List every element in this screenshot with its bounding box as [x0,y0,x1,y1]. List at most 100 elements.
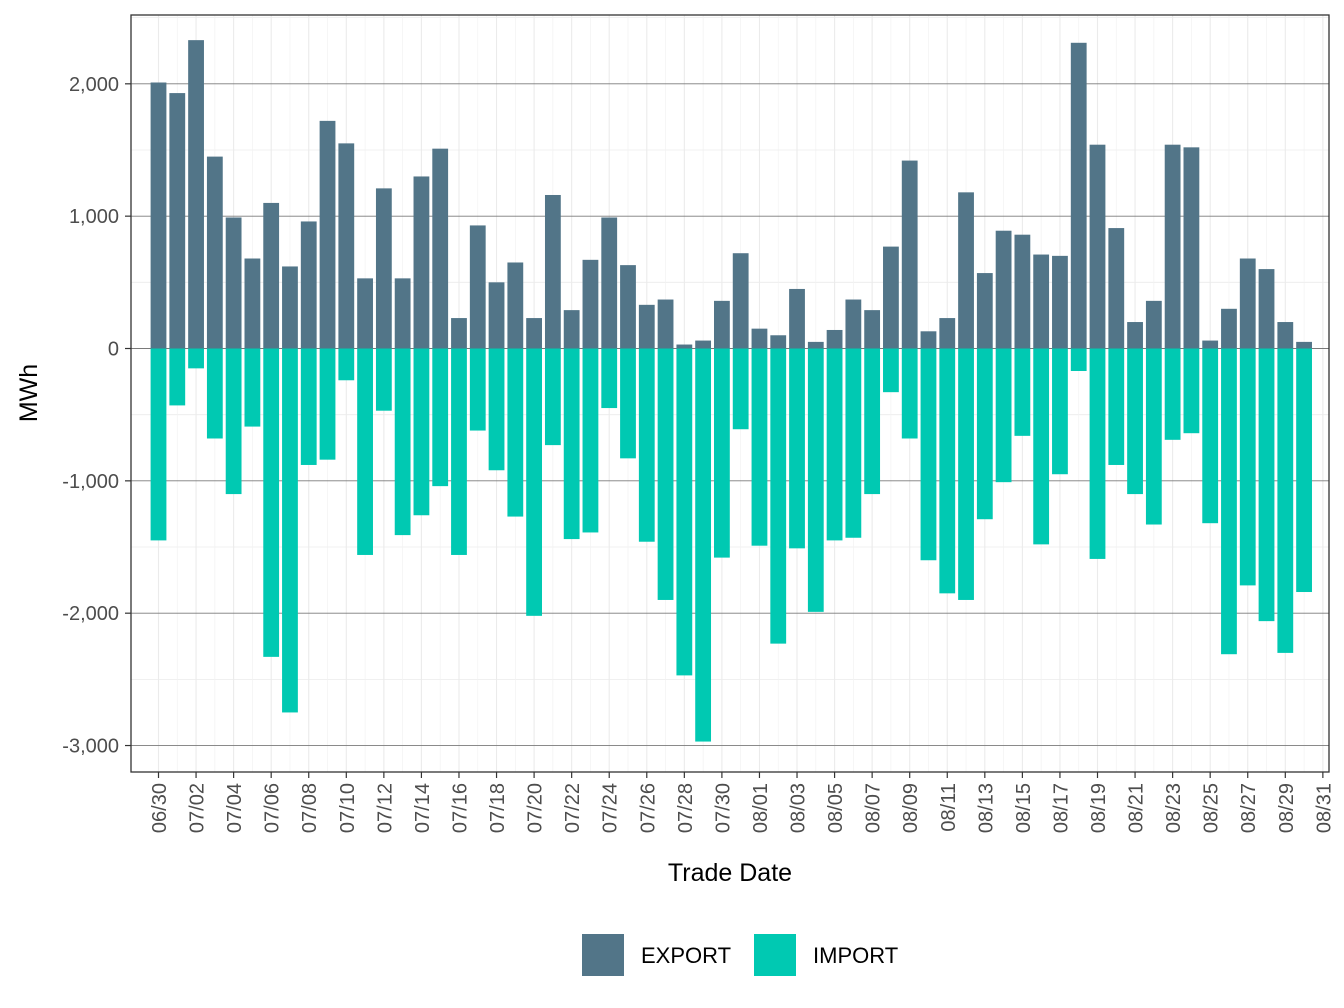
bar-import-07-07 [282,348,298,713]
bar-import-07-30 [714,348,730,558]
bar-export-08-21 [1127,322,1143,349]
bar-export-08-25 [1202,340,1219,349]
bar-import-08-12 [958,348,974,600]
x-tick-label: 07/26 [637,783,659,833]
x-tick-label: 08/09 [900,783,922,833]
bar-import-08-10 [920,348,937,561]
bar-import-08-02 [770,348,787,644]
bar-export-08-22 [1145,300,1162,349]
bar-import-07-28 [676,348,693,676]
bar-import-07-05 [244,348,261,427]
x-tick-label: 08/13 [975,783,997,833]
x-axis: 06/30 07/02 07/04 07/06 07/08 07/10 07/12 07/14… [149,772,1335,833]
bar-export-07-27 [657,299,674,349]
x-tick-label: 07/02 [187,783,209,833]
bar-export-07-25 [620,265,636,349]
x-tick-label: 08/17 [1050,783,1072,833]
bar-export-08-12 [958,192,974,349]
legend-key-import [754,934,796,976]
bar-import-08-17 [1052,348,1068,475]
bar-import-08-20 [1108,348,1125,465]
bar-import-06-30 [150,348,167,541]
grid-major [131,83,1329,746]
bar-import-07-19 [507,348,524,517]
bar-export-07-11 [357,278,373,349]
x-tick-label: 08/21 [1126,783,1148,833]
x-tick-label: 08/01 [750,783,772,833]
bar-export-07-04 [225,217,242,349]
bar-import-07-29 [695,348,712,742]
legend: EXPORT IMPORT [582,934,898,976]
y-axis-title: MWh [15,364,43,422]
x-tick-label: 08/31 [1313,783,1335,833]
bar-export-07-19 [507,262,524,349]
bar-export-08-29 [1277,322,1294,349]
bars-import [150,348,1312,742]
bar-export-07-30 [714,300,730,349]
bar-import-07-14 [413,348,430,516]
bar-export-07-29 [695,340,712,349]
bar-import-08-22 [1145,348,1162,525]
x-tick-label: 08/19 [1088,783,1110,833]
bar-import-08-07 [864,348,881,495]
bar-import-08-08 [883,348,899,393]
bar-import-07-22 [563,348,580,540]
bar-export-08-23 [1164,144,1181,349]
bar-export-08-14 [995,230,1012,349]
x-tick-label: 07/18 [487,783,509,833]
x-tick-label: 08/23 [1163,783,1185,833]
bar-export-08-20 [1108,228,1125,349]
x-tick-label: 07/20 [525,783,547,833]
x-tick-label: 07/14 [412,783,434,833]
bar-export-07-26 [638,304,655,349]
y-tick-label: 0 [108,339,119,361]
bar-export-07-16 [451,318,467,349]
bar-export-07-08 [300,221,317,349]
bar-import-08-03 [789,348,805,549]
bar-export-07-17 [469,225,486,349]
bar-export-07-28 [676,344,693,349]
bar-import-07-15 [432,348,449,487]
x-tick-label: 07/22 [562,783,584,833]
bar-export-07-12 [375,188,392,349]
bar-export-07-02 [188,40,204,349]
bar-export-07-31 [732,253,749,349]
bar-export-08-10 [920,331,937,349]
bar-export-07-24 [601,217,618,349]
bar-export-07-20 [526,318,542,349]
bar-import-07-11 [357,348,373,555]
bar-import-07-12 [375,348,392,411]
y-tick-label: -1,000 [62,471,119,493]
bar-import-08-27 [1239,348,1256,586]
bar-import-08-28 [1258,348,1275,622]
x-tick-label: 08/03 [788,783,810,833]
bar-export-08-13 [976,273,993,349]
bar-import-08-19 [1089,348,1106,559]
bar-export-08-09 [901,160,918,349]
bar-import-08-01 [751,348,768,546]
y-tick-label: 2,000 [69,74,119,96]
y-tick-label: 1,000 [69,206,119,228]
bar-export-07-14 [413,176,430,349]
y-tick-label: -2,000 [62,603,119,625]
bar-import-07-10 [338,348,355,381]
x-tick-label: 06/30 [149,783,171,833]
bar-export-08-26 [1221,308,1237,349]
bar-export-08-04 [807,341,824,349]
bar-import-08-26 [1221,348,1237,655]
bar-import-07-18 [488,348,505,471]
bar-import-07-09 [319,348,336,460]
bar-import-08-04 [807,348,824,612]
bar-export-07-05 [244,258,261,349]
bar-import-07-21 [544,348,561,446]
bar-export-08-05 [826,329,843,349]
x-tick-label: 07/06 [262,783,284,833]
bar-export-07-23 [582,259,599,349]
bar-import-07-16 [451,348,467,555]
bar-import-07-02 [188,348,204,369]
bar-export-07-15 [432,148,449,349]
x-axis-title: Trade Date [668,859,792,887]
bar-export-08-01 [751,328,768,349]
x-tick-label: 07/24 [600,783,622,833]
bar-export-07-21 [544,194,561,349]
